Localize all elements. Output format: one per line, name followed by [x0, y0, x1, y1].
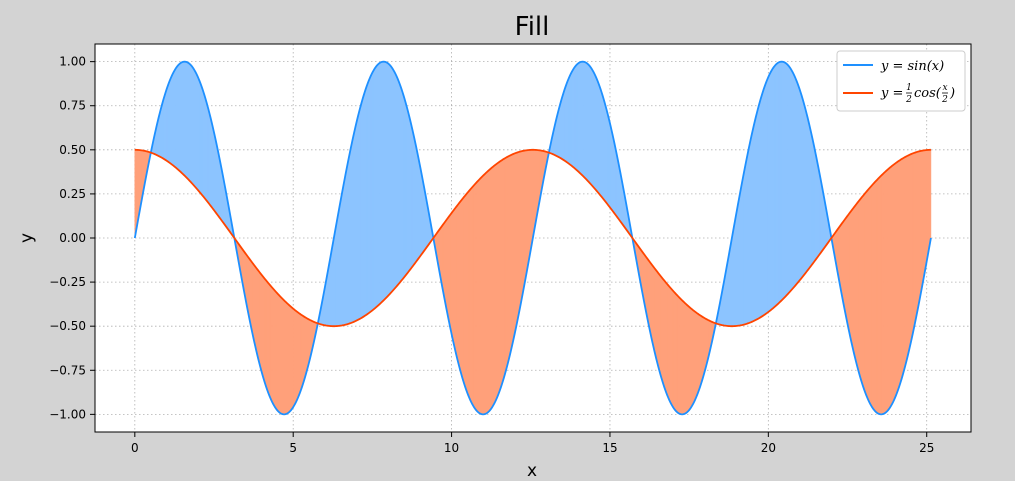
y-tick-label: −0.50 [49, 319, 86, 333]
x-tick-label: 5 [289, 441, 297, 455]
legend-sin-func: sin(x) [908, 59, 945, 74]
y-tick-label: −1.00 [49, 407, 86, 421]
y-tick-label: 0.50 [59, 143, 86, 157]
x-axis-ticks: 0 5 10 15 20 25 [131, 432, 934, 455]
legend: y = sin(x) y = 1 2 cos( x 2 ) [836, 50, 966, 112]
legend-cos-close: ) [949, 86, 955, 101]
x-tick-label: 10 [444, 441, 459, 455]
legend-sin-lead: y = [880, 59, 908, 74]
y-tick-label: 0.00 [59, 231, 86, 245]
y-tick-label: 1.00 [59, 55, 86, 69]
x-tick-label: 0 [131, 441, 139, 455]
y-tick-label: 0.25 [59, 187, 86, 201]
line-layer [133, 60, 932, 416]
series-line-cos [134, 148, 931, 328]
chart-title: Fill [515, 12, 550, 42]
y-tick-label: −0.25 [49, 275, 86, 289]
x-axis-label: x [527, 461, 537, 481]
x-tick-label: 20 [761, 441, 776, 455]
y-axis-label: y [17, 233, 37, 243]
x-tick-label: 25 [919, 441, 934, 455]
y-axis-ticks: −1.00 −0.75 −0.50 −0.25 0.00 0.25 0.50 0.75 1.00 [49, 55, 95, 421]
x-tick-label: 15 [602, 441, 617, 455]
fill-segment [929, 149, 932, 244]
legend-cos-arg-den: 2 [941, 95, 948, 105]
legend-label-cos-lead: y = [880, 86, 903, 101]
legend-cos-coef-num: 1 [906, 83, 912, 93]
legend-cos-func: cos( [914, 86, 942, 101]
series-line-sin [133, 60, 932, 416]
legend-cos-arg-num: x [942, 83, 947, 93]
legend-cos-coef-den: 2 [905, 95, 912, 105]
y-tick-label: 0.75 [59, 99, 86, 113]
y-tick-label: −0.75 [49, 363, 86, 377]
legend-label-sin: y = sin(x) [880, 59, 944, 74]
